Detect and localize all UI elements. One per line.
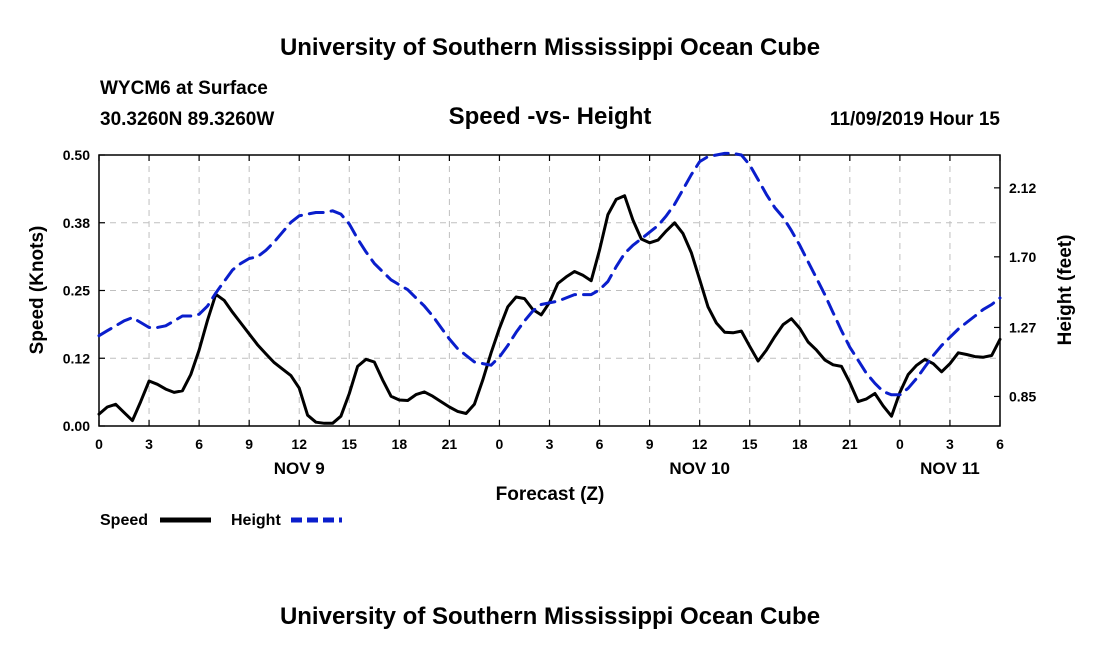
x-tick-label: 3 — [145, 436, 153, 452]
legend: Speed Height — [100, 512, 342, 529]
x-tick-label: 0 — [95, 436, 103, 452]
data-series — [97, 151, 1002, 425]
y-tick-label-right: 1.27 — [1009, 319, 1036, 335]
y-tick-label-left: 0.50 — [63, 147, 90, 163]
date-hour-label: 11/09/2019 Hour 15 — [830, 109, 1000, 130]
grid-lines — [99, 155, 1000, 426]
date-label: NOV 11 — [920, 459, 980, 478]
x-tick-label: 3 — [546, 436, 554, 452]
x-tick-label: 15 — [742, 436, 758, 452]
station-label: WYCM6 at Surface — [100, 78, 268, 99]
y-axis-label-left: Speed (Knots) — [27, 226, 48, 355]
y-tick-label-left: 0.00 — [63, 418, 90, 434]
coordinates-label: 30.3260N 89.3260W — [100, 109, 274, 130]
y-tick-label-right: 0.85 — [1009, 388, 1036, 404]
x-axis-label: Forecast (Z) — [496, 484, 605, 505]
x-tick-label: 9 — [245, 436, 253, 452]
x-tick-label: 0 — [896, 436, 904, 452]
chart-header-title: University of Southern Mississippi Ocean… — [280, 34, 820, 61]
y-tick-label-right: 2.12 — [1009, 180, 1036, 196]
x-tick-label: 3 — [946, 436, 954, 452]
x-tick-label: 6 — [996, 436, 1004, 452]
x-tick-label: 6 — [596, 436, 604, 452]
x-tick-label: 12 — [291, 436, 307, 452]
x-tick-label: 18 — [392, 436, 408, 452]
y-tick-label-right: 1.70 — [1009, 249, 1036, 265]
y-tick-label-left: 0.12 — [63, 350, 90, 366]
axis-ticks: 0 3 6 9 12 15 18 21 0 3 6 9 12 15 18 21 0 3 6 0.00 0.12 0.25 0… — [63, 147, 1037, 478]
y-tick-label-left: 0.38 — [63, 215, 90, 231]
x-tick-label: 0 — [496, 436, 504, 452]
height-series-line — [97, 151, 1002, 397]
plot-title: Speed -vs- Height — [449, 103, 652, 130]
date-label: NOV 9 — [274, 459, 325, 478]
footer-title: University of Southern Mississippi Ocean… — [280, 603, 820, 630]
x-tick-label: 18 — [792, 436, 808, 452]
date-label: NOV 10 — [669, 459, 729, 478]
x-tick-label: 21 — [842, 436, 858, 452]
x-tick-label: 12 — [692, 436, 708, 452]
x-tick-label: 9 — [646, 436, 654, 452]
legend-height-label: Height — [231, 512, 281, 529]
x-tick-label: 6 — [195, 436, 203, 452]
legend-speed-label: Speed — [100, 512, 148, 529]
x-tick-label: 15 — [341, 436, 357, 452]
x-tick-label: 21 — [442, 436, 458, 452]
y-axis-label-right: Height (feet) — [1055, 235, 1076, 346]
y-tick-label-left: 0.25 — [63, 283, 90, 299]
